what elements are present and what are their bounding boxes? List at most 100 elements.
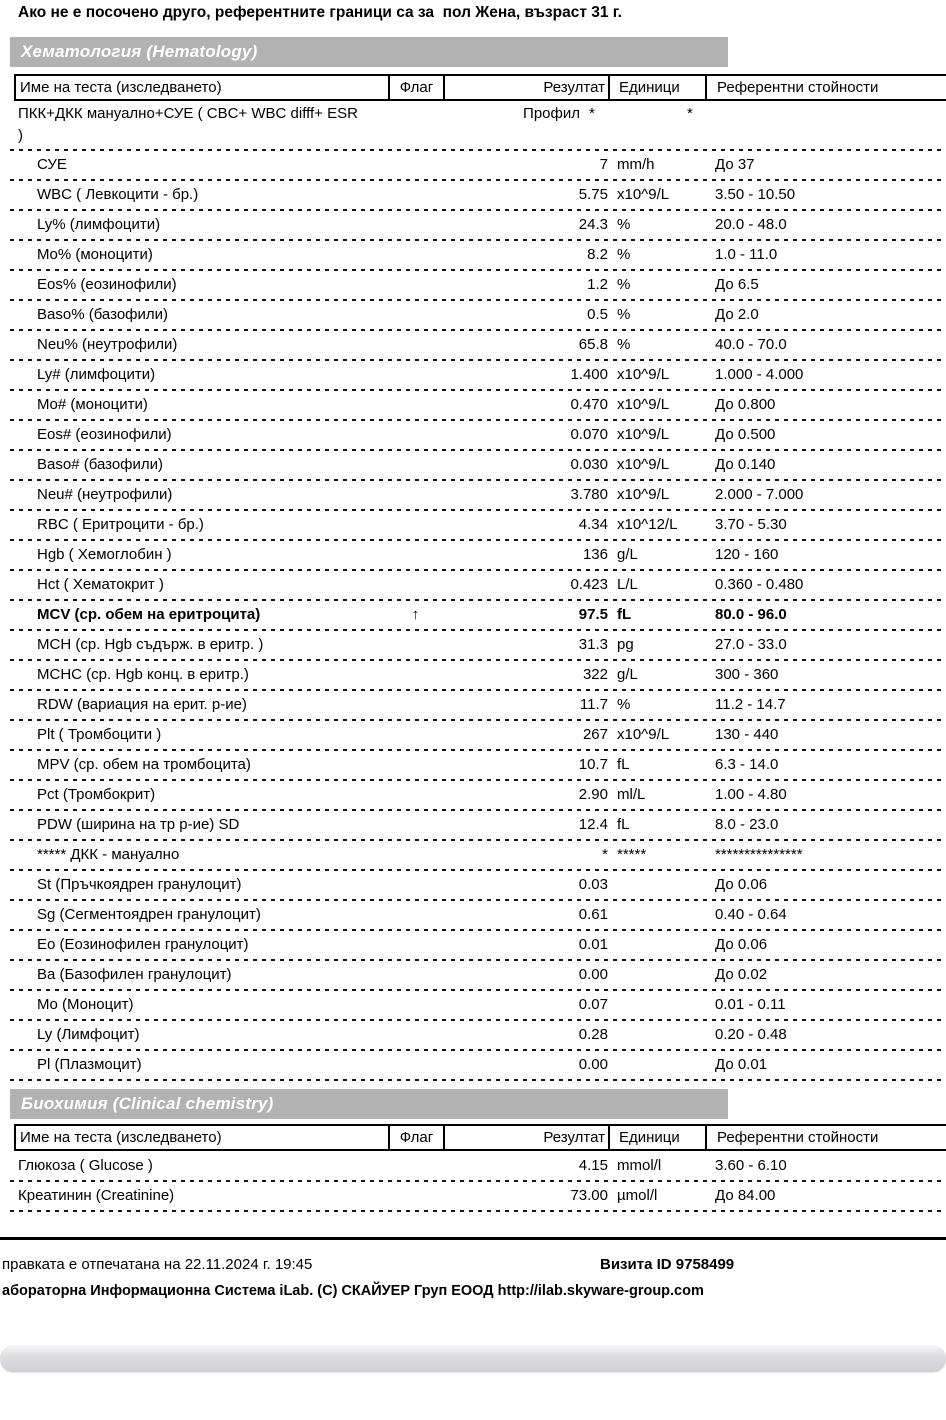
- units-cell: x10^9/L: [617, 486, 670, 503]
- flag-cell: [388, 210, 443, 240]
- test-name-cell: Mo% (моноцити): [37, 246, 153, 263]
- print-timestamp: правката е отпечатана на 22.11.2024 г. 1…: [2, 1256, 313, 1273]
- test-name-cell: Глюкоза ( Glucose ): [18, 1157, 153, 1174]
- lis-attribution: абораторна Информационна Система iLab. (…: [2, 1283, 704, 1299]
- table-header-row: Име на теста (изследването) Флаг Резулта…: [14, 74, 946, 101]
- flag-cell: [388, 960, 443, 990]
- reference-cell: До 0.500: [715, 426, 776, 443]
- test-name-cell: Sg (Сегментоядрен гранулоцит): [37, 906, 261, 923]
- flag-cell: ↑: [411, 606, 420, 623]
- flag-cell: [388, 840, 443, 870]
- test-name-cell: Mo (Моноцит): [37, 996, 134, 1013]
- flag-cell: [388, 360, 443, 390]
- column-header-units: Единици: [610, 1126, 707, 1149]
- table-row: Mo# (моноцити) 0.470 x10^9/L До 0.800: [10, 390, 946, 421]
- table-row: MCH (ср. Hgb съдърж. в еритр. ) 31.3 pg …: [10, 630, 946, 661]
- units-cell: [608, 900, 705, 930]
- table-body: ПКК+ДКК мануално+СУЕ ( CBC+ WBC difff+ E…: [10, 101, 946, 1081]
- reference-cell: 11.2 - 14.7: [715, 696, 786, 713]
- table-row: Sg (Сегментоядрен гранулоцит) 0.61 0.40 …: [10, 900, 946, 931]
- flag-cell: [388, 1020, 443, 1050]
- result-cell: 0.61: [578, 906, 608, 923]
- flag-cell: [388, 1050, 443, 1080]
- units-cell: *****: [617, 846, 647, 863]
- horizontal-scrollbar[interactable]: [0, 1345, 946, 1372]
- table-row: Ba (Базофилен гранулоцит) 0.00 До 0.02: [10, 960, 946, 991]
- test-name-cell: St (Пръчкоядрен гранулоцит): [37, 876, 242, 893]
- table-row: Ly# (лимфоцити) 1.400 x10^9/L 1.000 - 4.…: [10, 360, 946, 391]
- test-name-cell: MCHC (ср. Hgb конц. в еритр.): [37, 666, 249, 683]
- units-cell: [608, 870, 705, 900]
- reference-cell: 20.0 - 48.0: [715, 216, 787, 233]
- reference-cell: 6.3 - 14.0: [715, 756, 779, 773]
- result-cell: 136: [582, 546, 608, 563]
- units-cell: x10^9/L: [617, 726, 670, 743]
- units-cell: g/L: [617, 546, 638, 563]
- reference-cell: 1.000 - 4.000: [715, 366, 804, 383]
- reference-cell: 27.0 - 33.0: [715, 636, 787, 653]
- table-row: RDW (вариация на ерит. р-ие) 11.7 % 11.2…: [10, 690, 946, 721]
- test-name-cell: Neu% (неутрофили): [37, 336, 178, 353]
- flag-cell: [388, 1151, 443, 1181]
- result-cell: 0.03: [578, 876, 608, 893]
- units-cell: [608, 1050, 705, 1080]
- table-row: RBC ( Еритроцити - бр.) 4.34 x10^12/L 3.…: [10, 510, 946, 541]
- reference-cell: *: [687, 105, 693, 122]
- flag-cell: [388, 870, 443, 900]
- table-row: Eos% (еозинофили) 1.2 % До 6.5: [10, 270, 946, 301]
- flag-cell: [388, 180, 443, 210]
- flag-cell: [388, 630, 443, 660]
- reference-cell: 0.20 - 0.48: [715, 1026, 787, 1043]
- flag-cell: [388, 150, 443, 180]
- reference-cell: 3.70 - 5.30: [715, 516, 787, 533]
- test-name-cell: Baso% (базофили): [37, 306, 169, 323]
- test-name-cell: WBC ( Левкоцити - бр.): [37, 186, 199, 203]
- result-cell: 4.34: [578, 516, 608, 533]
- test-name-cell: Plt ( Тромбоцити ): [37, 726, 162, 743]
- table-row: Eos# (еозинофили) 0.070 x10^9/L До 0.500: [10, 420, 946, 451]
- column-header-units: Единици: [610, 76, 707, 99]
- reference-cell: 0.01 - 0.11: [715, 996, 786, 1013]
- table-row: Eo (Еозинофилен гранулоцит) 0.01 До 0.06: [10, 930, 946, 961]
- result-cell: 97.5: [578, 606, 608, 623]
- test-name-cell: Neu# (неутрофили): [37, 486, 173, 503]
- units-cell: x10^9/L: [617, 396, 670, 413]
- result-cell: 322: [582, 666, 608, 683]
- table-row: MCHC (ср. Hgb конц. в еритр.) 322 g/L 30…: [10, 660, 946, 691]
- flag-cell: [388, 510, 443, 540]
- reference-cell: До 0.140: [715, 456, 776, 473]
- result-cell: 24.3: [578, 216, 608, 233]
- flag-cell: [388, 780, 443, 810]
- visit-id: Визита ID 9758499: [600, 1256, 735, 1273]
- table-row: Plt ( Тромбоцити ) 267 x10^9/L 130 - 440: [10, 720, 946, 751]
- column-header-flag: Флаг: [390, 1126, 445, 1149]
- reference-cell: До 84.00: [715, 1187, 776, 1204]
- test-name-cell: RDW (вариация на ерит. р-ие): [37, 696, 247, 713]
- reference-cell: 80.0 - 96.0: [715, 606, 787, 623]
- flag-cell: [388, 750, 443, 780]
- table-body: Глюкоза ( Glucose ) 4.15 mmol/l 3.60 - 6…: [10, 1151, 946, 1212]
- reference-cell: До 6.5: [715, 276, 759, 293]
- table-row: Mo% (моноцити) 8.2 % 1.0 - 11.0: [10, 240, 946, 271]
- units-cell: mm/h: [617, 156, 655, 173]
- test-name-cell: Eo (Еозинофилен гранулоцит): [37, 936, 249, 953]
- reference-cell: 3.60 - 6.10: [715, 1157, 787, 1174]
- flag-cell: [388, 570, 443, 600]
- result-cell: 0.423: [570, 576, 608, 593]
- flag-cell: [388, 990, 443, 1020]
- result-cell: 1.400: [570, 366, 608, 383]
- reference-cell: 1.0 - 11.0: [715, 246, 778, 263]
- test-name-cell: ПКК+ДКК мануално+СУЕ ( CBC+ WBC difff+ E…: [18, 105, 358, 144]
- reference-cell: 0.40 - 0.64: [715, 906, 787, 923]
- test-name-cell: MPV (ср. обем на тромбоцита): [37, 756, 251, 773]
- test-name-cell: Hgb ( Хемоглобин ): [37, 546, 172, 563]
- result-cell: 65.8: [578, 336, 608, 353]
- table-row: Hgb ( Хемоглобин ) 136 g/L 120 - 160: [10, 540, 946, 571]
- table-row: Pct (Тромбокрит) 2.90 ml/L 1.00 - 4.80: [10, 780, 946, 811]
- column-header-test-name: Име на теста (изследването): [16, 1126, 390, 1149]
- units-cell: ml/L: [617, 786, 646, 803]
- units-cell: fL: [617, 816, 630, 833]
- reference-cell: До 0.800: [715, 396, 776, 413]
- units-cell: [608, 1020, 705, 1050]
- table-row: Baso% (базофили) 0.5 % До 2.0: [10, 300, 946, 331]
